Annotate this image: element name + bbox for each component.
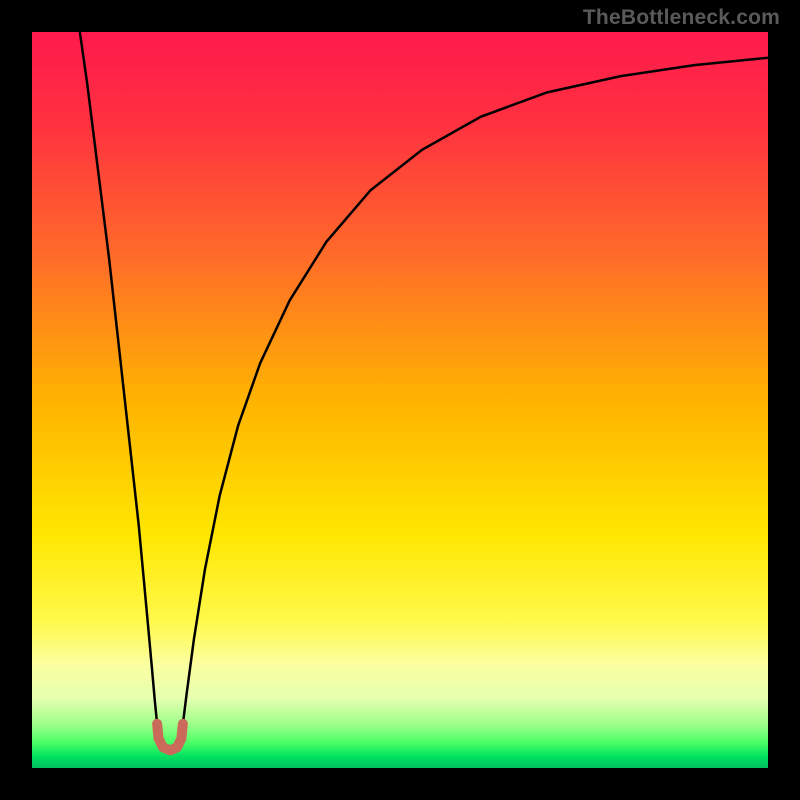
watermark-text: TheBottleneck.com	[583, 6, 780, 30]
chart-frame: TheBottleneck.com	[0, 0, 800, 800]
plot-background	[32, 32, 768, 768]
bottleneck-plot	[32, 32, 768, 768]
